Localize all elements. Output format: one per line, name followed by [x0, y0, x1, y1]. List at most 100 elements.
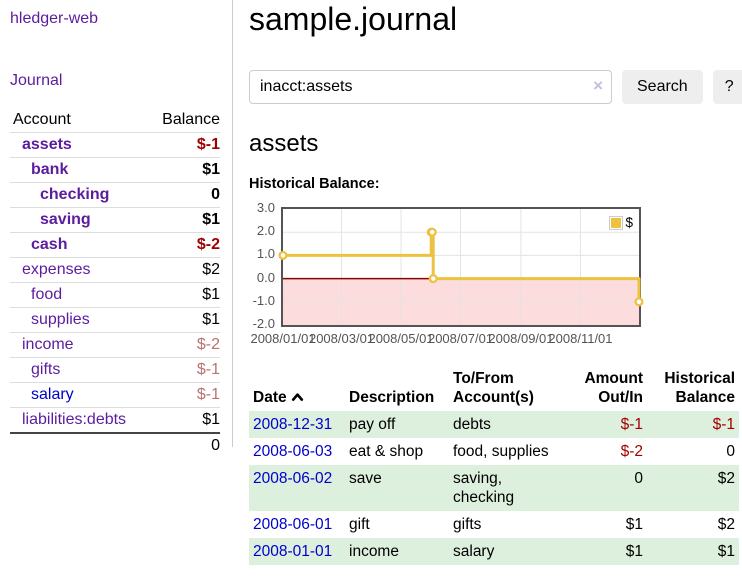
- transaction-date-link[interactable]: 2008-06-01: [253, 516, 333, 533]
- transaction-accounts: gifts: [453, 516, 482, 533]
- transactions-table: Date Description To/From Account(s) Amou…: [249, 367, 739, 565]
- account-balance: $-1: [196, 386, 220, 403]
- transaction-description: pay off: [349, 416, 396, 433]
- account-balance: $-2: [196, 236, 220, 253]
- transactions-header-row: Date Description To/From Account(s) Amou…: [249, 367, 739, 411]
- account-link[interactable]: assets: [22, 136, 72, 153]
- x-axis-tick-label: 2008/01/01: [250, 331, 316, 346]
- accounts-header-balance: Balance: [162, 111, 220, 128]
- sidebar-item-journal[interactable]: Journal: [10, 72, 63, 89]
- account-balance: $1: [202, 161, 220, 178]
- historical-balance-chart: 3.0 2.0 1.0 0.0 -1.0 -2.0 $ 2008/01/01 2008/03…: [249, 200, 742, 347]
- x-axis-tick-label: 2008/11/01: [548, 331, 613, 346]
- account-link[interactable]: bank: [31, 161, 69, 178]
- search-input-wrap: ×: [249, 70, 612, 104]
- account-link[interactable]: checking: [40, 186, 110, 203]
- legend-label: $: [625, 215, 633, 230]
- transaction-amount: 0: [634, 470, 643, 487]
- account-link[interactable]: supplies: [31, 311, 90, 328]
- clear-search-icon[interactable]: ×: [593, 76, 603, 95]
- search-input[interactable]: [249, 70, 612, 104]
- chart-plot-area: $: [278, 207, 644, 327]
- account-balance: $1: [202, 411, 220, 428]
- column-header-balance: Historical Balance: [664, 370, 735, 406]
- accounts-table: Account Balance assets $-1 bank $1 checking 0…: [10, 108, 220, 458]
- column-header-accounts: To/From Account(s): [453, 370, 534, 406]
- accounts-total-row: 0: [10, 433, 220, 458]
- transaction-date-link[interactable]: 2008-06-02: [253, 470, 333, 487]
- transaction-balance: $1: [717, 543, 735, 560]
- accounts-table-body: assets $-1 bank $1 checking 0 saving $1 cash $-2 e…: [10, 132, 220, 434]
- transaction-date-link[interactable]: 2008-06-03: [253, 443, 333, 460]
- accounts-header-row: Account Balance: [10, 108, 220, 133]
- account-row: checking 0: [10, 182, 220, 208]
- account-link[interactable]: income: [22, 336, 74, 353]
- transaction-accounts: saving, checking: [453, 470, 515, 506]
- legend-color-box: [609, 215, 624, 230]
- column-header-description: Description: [349, 389, 435, 406]
- transaction-balance: $2: [717, 470, 735, 487]
- transaction-accounts: salary: [453, 543, 495, 560]
- account-row: supplies $1: [10, 307, 220, 333]
- y-axis-tick-label: 2.0: [256, 223, 275, 239]
- search-bar: × Search ?: [249, 70, 742, 104]
- transaction-balance: $-1: [712, 416, 735, 433]
- transaction-balance: 0: [726, 443, 735, 460]
- search-button[interactable]: Search: [622, 70, 703, 104]
- column-header-amount: Amount Out/In: [584, 370, 643, 406]
- transaction-description: eat & shop: [349, 443, 424, 460]
- x-axis-tick-label: 2008/07/01: [427, 331, 494, 346]
- transaction-accounts: food, supplies: [453, 443, 549, 460]
- account-link[interactable]: saving: [40, 211, 91, 228]
- y-axis-tick-label: 1.0: [256, 246, 275, 262]
- chart-legend: $: [607, 214, 635, 231]
- transaction-row: 2008-06-02 save saving, checking 0 $2: [249, 465, 739, 511]
- transaction-row: 2008-01-01 income salary $1 $1: [249, 538, 739, 565]
- column-header-date[interactable]: Date: [249, 367, 345, 411]
- transaction-date-link[interactable]: 2008-01-01: [253, 543, 333, 560]
- transaction-date-link[interactable]: 2008-12-31: [253, 416, 333, 433]
- transaction-description: gift: [349, 516, 370, 533]
- transaction-amount: $1: [625, 516, 643, 533]
- accounts-total-value: 0: [211, 437, 220, 454]
- account-link[interactable]: expenses: [22, 261, 91, 278]
- account-row: gifts $-1: [10, 357, 220, 383]
- y-axis-tick-label: 3.0: [256, 200, 275, 215]
- account-balance: $-2: [196, 336, 220, 353]
- y-axis-tick-label: -2.0: [252, 316, 275, 331]
- account-link[interactable]: liabilities:debts: [22, 411, 127, 428]
- app-title-link[interactable]: hledger-web: [10, 10, 99, 27]
- transaction-balance: $2: [717, 516, 735, 533]
- account-link[interactable]: salary: [31, 386, 74, 403]
- account-row: saving $1: [10, 207, 220, 233]
- transaction-description: income: [349, 543, 399, 560]
- transaction-row: 2008-06-01 gift gifts $1 $2: [249, 511, 739, 538]
- account-row: expenses $2: [10, 257, 220, 283]
- transaction-row: 2008-12-31 pay off debts $-1 $-1: [249, 411, 739, 438]
- account-link[interactable]: gifts: [31, 361, 61, 378]
- account-link[interactable]: cash: [31, 236, 68, 253]
- y-axis-tick-label: -1.0: [252, 292, 275, 308]
- account-balance: 0: [211, 186, 220, 203]
- account-row: assets $-1: [10, 132, 220, 158]
- transaction-row: 2008-06-03 eat & shop food, supplies $-2 0: [249, 438, 739, 465]
- transaction-description: save: [349, 470, 382, 487]
- sidebar: hledger-web Journal Account Balance asse…: [0, 0, 233, 454]
- chart-svg: [278, 209, 644, 325]
- account-balance: $1: [202, 311, 220, 328]
- account-balance: $-1: [196, 361, 220, 378]
- transaction-amount: $1: [625, 543, 643, 560]
- account-balance: $2: [202, 261, 220, 278]
- account-row: food $1: [10, 282, 220, 308]
- account-balance: $-1: [196, 136, 220, 153]
- page-title: sample.journal: [249, 1, 458, 37]
- search-help-button[interactable]: ?: [712, 70, 742, 104]
- chart-title: Historical Balance:: [249, 176, 380, 192]
- y-axis-tick-label: 0.0: [256, 269, 275, 285]
- accounts-header-account: Account: [13, 111, 71, 128]
- main-content: sample.journal × Search ? assets Histori…: [233, 0, 742, 565]
- sort-ascending-icon: [291, 393, 303, 401]
- page: hledger-web Journal Account Balance asse…: [0, 0, 742, 565]
- account-link[interactable]: food: [31, 286, 63, 303]
- transaction-accounts: debts: [453, 416, 491, 433]
